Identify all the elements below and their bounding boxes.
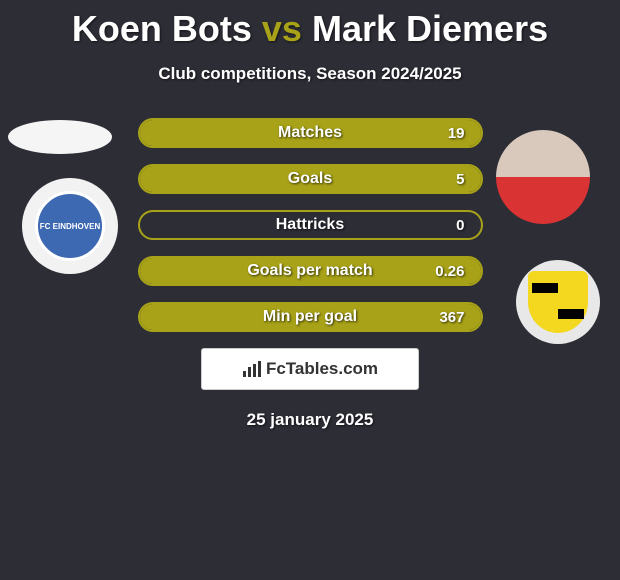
stat-row-matches: Matches 19 <box>138 118 483 148</box>
stat-label: Hattricks <box>276 216 344 234</box>
player-left-club-badge: FC EINDHOVEN <box>22 178 118 274</box>
subtitle: Club competitions, Season 2024/2025 <box>0 64 620 84</box>
title-player-left: Koen Bots <box>72 8 252 49</box>
stat-value-right: 5 <box>456 171 464 188</box>
stat-row-goals-per-match: Goals per match 0.26 <box>138 256 483 286</box>
stat-row-goals: Goals 5 <box>138 164 483 194</box>
date-label: 25 january 2025 <box>0 410 620 430</box>
attribution-badge: FcTables.com <box>201 348 419 390</box>
chart-icon <box>242 361 262 377</box>
stat-row-min-per-goal: Min per goal 367 <box>138 302 483 332</box>
stat-label: Goals <box>288 170 332 188</box>
player-right-club-badge <box>516 260 600 344</box>
club-right-shape <box>528 271 588 333</box>
stat-label: Goals per match <box>247 262 372 280</box>
player-right-avatar <box>496 130 590 224</box>
stat-value-right: 367 <box>439 309 464 326</box>
stat-value-right: 0.26 <box>435 263 464 280</box>
player-left-avatar <box>8 120 112 154</box>
comparison-title: Koen Bots vs Mark Diemers <box>0 0 620 50</box>
title-vs: vs <box>262 8 302 49</box>
stats-table: Matches 19 Goals 5 Hattricks 0 Goals per… <box>138 118 483 332</box>
stat-label: Matches <box>278 124 342 142</box>
club-left-text: FC EINDHOVEN <box>35 191 105 261</box>
stat-label: Min per goal <box>263 308 357 326</box>
title-player-right: Mark Diemers <box>312 8 548 49</box>
stat-row-hattricks: Hattricks 0 <box>138 210 483 240</box>
stat-value-right: 0 <box>456 217 464 234</box>
attribution-text: FcTables.com <box>266 359 378 379</box>
stat-value-right: 19 <box>448 125 465 142</box>
